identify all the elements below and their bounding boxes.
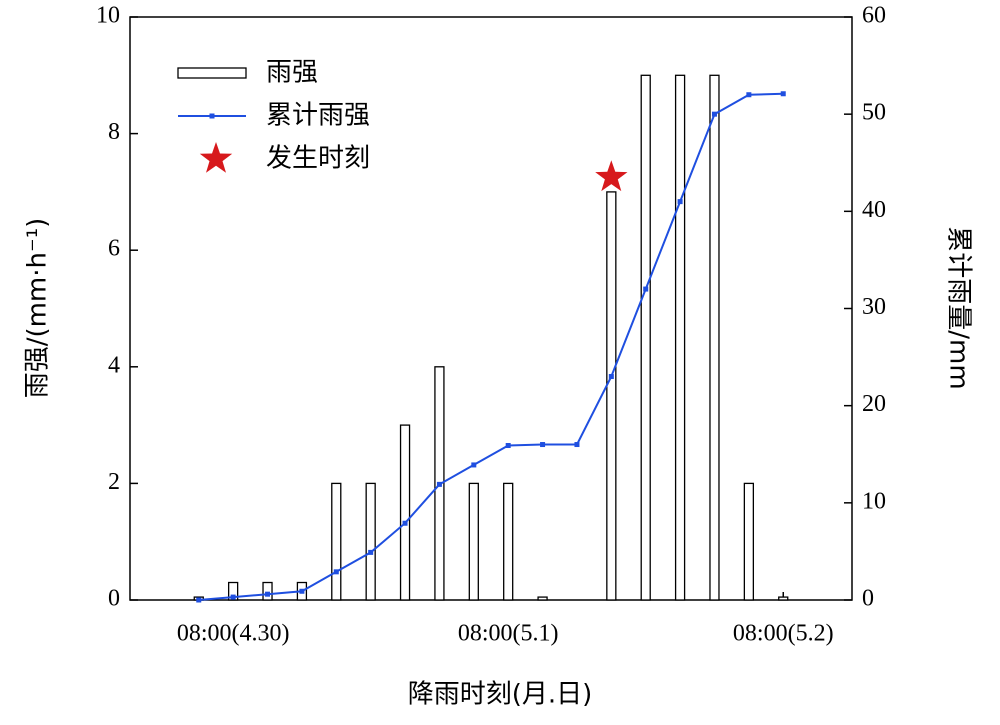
- bar: [778, 596, 789, 601]
- line-marker: [402, 520, 408, 526]
- bar: [227, 581, 239, 601]
- line-marker: [505, 443, 511, 449]
- line-marker: [608, 374, 614, 380]
- bar: [331, 482, 342, 601]
- y-tick-label: 0: [108, 586, 120, 612]
- bar: [503, 482, 514, 601]
- bar: [640, 74, 651, 601]
- y-tick-label: 10: [96, 3, 120, 29]
- y-tick-label: 4: [108, 352, 120, 378]
- y2-tick-label: 10: [862, 488, 886, 514]
- x-axis-label: 降雨时刻(月.日): [408, 680, 593, 710]
- legend-swatch: [177, 67, 247, 79]
- line-marker: [746, 92, 752, 98]
- legend-label: 发生时刻: [266, 144, 370, 174]
- line-marker: [299, 588, 305, 594]
- legend-swatch: [199, 142, 233, 173]
- y2-tick-label: 0: [862, 586, 874, 612]
- bar: [674, 74, 686, 601]
- line-marker: [643, 286, 649, 292]
- line-marker: [711, 111, 717, 117]
- line-marker: [265, 591, 271, 597]
- bar: [262, 581, 273, 601]
- bar: [399, 424, 411, 601]
- y2-tick-label: 50: [862, 100, 886, 126]
- line-marker: [540, 442, 546, 448]
- y2-tick-label: 30: [862, 294, 886, 320]
- line-marker: [471, 462, 477, 468]
- line-marker: [196, 597, 202, 603]
- line-marker: [574, 442, 580, 448]
- bar: [365, 482, 376, 601]
- x-tick-label: 08:00(5.1): [458, 621, 559, 647]
- x-tick-label: 08:00(4.30): [177, 621, 290, 647]
- y2-axis-label: 累计雨量/mm: [944, 226, 974, 389]
- legend-swatch: [209, 113, 215, 119]
- star-marker: [595, 160, 628, 192]
- y2-tick-label: 20: [862, 391, 886, 417]
- bar: [606, 191, 617, 601]
- y2-tick-label: 40: [862, 197, 886, 223]
- line-marker: [780, 91, 786, 97]
- y-tick-label: 6: [108, 236, 120, 262]
- legend-label: 雨强: [266, 58, 318, 88]
- line-marker: [230, 594, 236, 600]
- line-marker: [333, 569, 339, 575]
- legend-label: 累计雨强: [266, 101, 370, 131]
- y-axis-label: 雨强/(mm·h⁻¹): [23, 218, 53, 399]
- bar: [537, 596, 548, 601]
- x-tick-label: 08:00(5.2): [733, 621, 834, 647]
- bar: [743, 482, 755, 601]
- y2-tick-label: 60: [862, 3, 886, 29]
- y-tick-label: 8: [108, 119, 120, 145]
- bar: [468, 482, 479, 601]
- line-marker: [436, 481, 442, 487]
- y-tick-label: 2: [108, 469, 120, 495]
- line-marker: [368, 549, 374, 555]
- line-marker: [677, 199, 683, 205]
- plot-frame: [129, 16, 853, 601]
- line: [198, 92, 784, 601]
- bar: [709, 74, 720, 601]
